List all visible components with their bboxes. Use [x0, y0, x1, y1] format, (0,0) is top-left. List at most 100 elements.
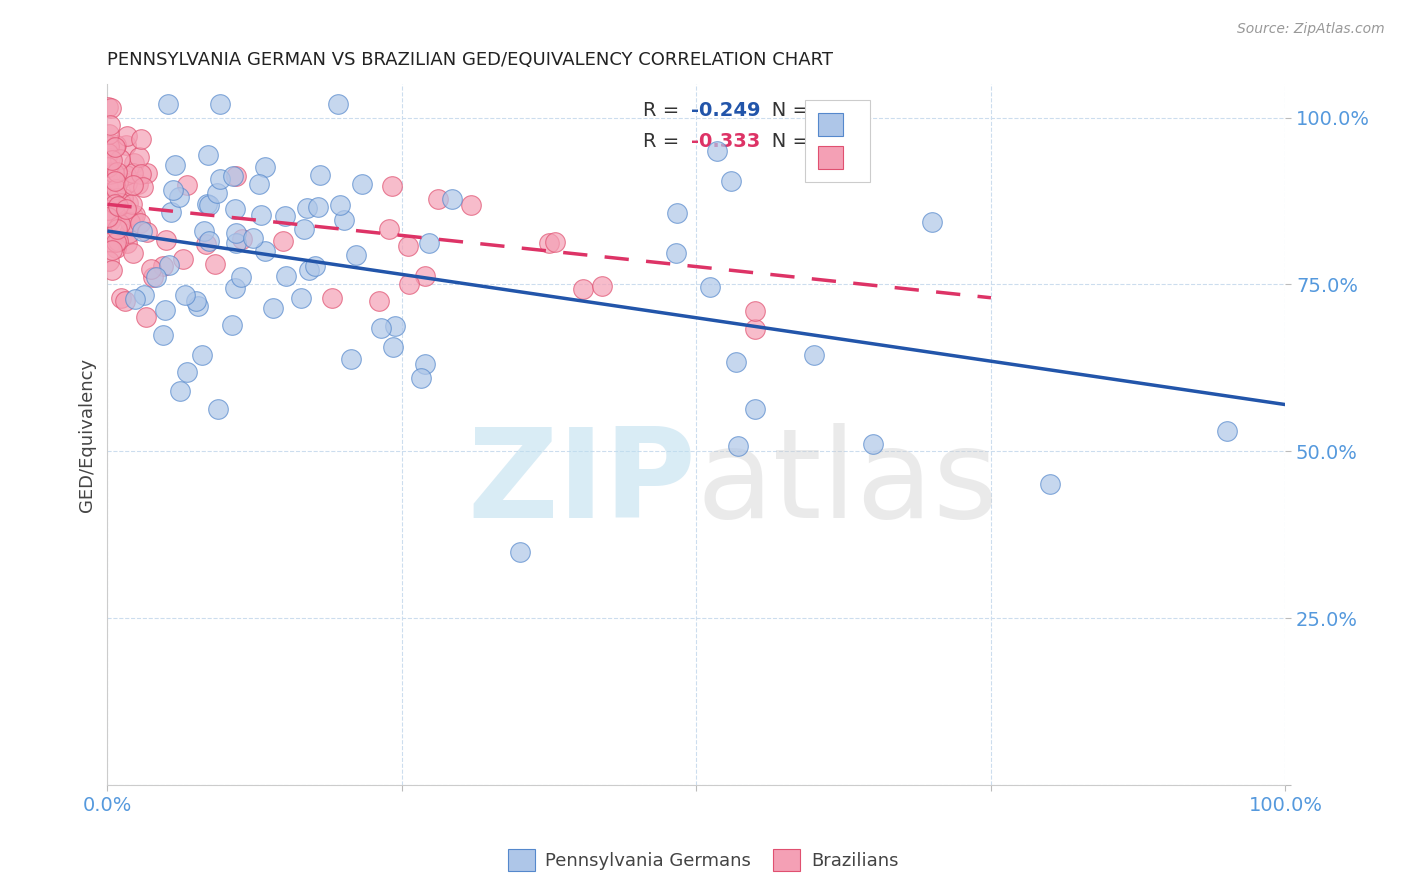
Point — [706, 144, 728, 158]
Point — [105, 221, 128, 235]
Point — [121, 246, 143, 260]
Point — [98, 214, 121, 228]
Point — [97, 202, 120, 217]
Point — [384, 318, 406, 333]
Point — [111, 191, 134, 205]
Text: R =: R = — [644, 132, 686, 151]
Point — [720, 174, 742, 188]
Point — [346, 248, 368, 262]
Text: R =: R = — [644, 102, 686, 120]
Point — [426, 192, 449, 206]
Point — [115, 168, 138, 182]
Text: PENNSYLVANIA GERMAN VS BRAZILIAN GED/EQUIVALENCY CORRELATION CHART: PENNSYLVANIA GERMAN VS BRAZILIAN GED/EQU… — [107, 51, 834, 69]
Point — [127, 177, 149, 191]
Point — [122, 178, 145, 193]
Point — [803, 348, 825, 362]
Point — [382, 340, 405, 354]
Point — [253, 161, 276, 175]
Point — [167, 189, 190, 203]
Point — [124, 292, 146, 306]
Point — [176, 365, 198, 379]
Point — [115, 176, 138, 190]
Point — [115, 138, 138, 153]
Point — [297, 202, 319, 216]
Point — [104, 182, 127, 196]
Point — [97, 210, 120, 224]
Point — [571, 282, 593, 296]
Point — [101, 209, 124, 223]
Point — [321, 291, 343, 305]
Point — [367, 294, 389, 309]
Point — [242, 230, 264, 244]
Point — [97, 148, 120, 162]
Point — [121, 196, 143, 211]
Point — [193, 224, 215, 238]
Point — [107, 199, 129, 213]
Point — [110, 196, 132, 211]
Point — [122, 165, 145, 179]
Point — [131, 132, 153, 146]
Point — [350, 177, 373, 191]
Point — [97, 160, 120, 174]
Point — [98, 197, 121, 211]
Point — [136, 225, 159, 239]
Point — [104, 174, 127, 188]
Point — [97, 146, 120, 161]
Point — [229, 270, 252, 285]
Point — [101, 244, 124, 258]
Point — [120, 214, 142, 228]
Point — [152, 260, 174, 274]
Point — [274, 209, 297, 223]
Point — [225, 226, 247, 240]
Point — [225, 236, 247, 251]
Point — [370, 321, 392, 335]
Point — [160, 204, 183, 219]
Point — [162, 183, 184, 197]
Point — [155, 303, 177, 318]
Point — [107, 175, 129, 189]
Point — [725, 355, 748, 369]
Point — [224, 280, 246, 294]
Point — [104, 197, 127, 211]
Point — [197, 197, 219, 211]
Point — [98, 118, 121, 132]
Point — [172, 252, 194, 266]
Point — [98, 139, 121, 153]
Point — [118, 226, 141, 240]
Point — [538, 235, 561, 250]
Point — [98, 167, 121, 181]
Point — [129, 216, 152, 230]
Point — [411, 371, 433, 385]
Point — [1039, 477, 1062, 491]
Point — [115, 236, 138, 251]
Point — [105, 191, 128, 205]
Point — [253, 244, 276, 258]
Point — [136, 166, 159, 180]
Point — [262, 301, 284, 316]
Point — [169, 384, 191, 399]
Legend: , : , — [806, 100, 870, 182]
Point — [100, 235, 122, 249]
Point — [165, 158, 187, 172]
Point — [155, 233, 177, 247]
Point — [124, 208, 146, 222]
Text: Source: ZipAtlas.com: Source: ZipAtlas.com — [1237, 22, 1385, 37]
Point — [100, 101, 122, 115]
Point — [666, 206, 689, 220]
Point — [142, 269, 165, 284]
Point — [307, 200, 329, 214]
Point — [329, 197, 352, 211]
Point — [460, 197, 482, 211]
Point — [198, 234, 221, 248]
Point — [108, 217, 131, 231]
Point — [413, 268, 436, 283]
Legend: Pennsylvania Germans, Brazilians: Pennsylvania Germans, Brazilians — [501, 842, 905, 879]
Y-axis label: GED/Equivalency: GED/Equivalency — [79, 358, 96, 512]
Point — [509, 544, 531, 558]
Point — [100, 263, 122, 277]
Point — [591, 279, 613, 293]
Point — [727, 439, 749, 453]
Point — [744, 401, 766, 416]
Point — [117, 196, 139, 211]
Point — [97, 179, 120, 194]
